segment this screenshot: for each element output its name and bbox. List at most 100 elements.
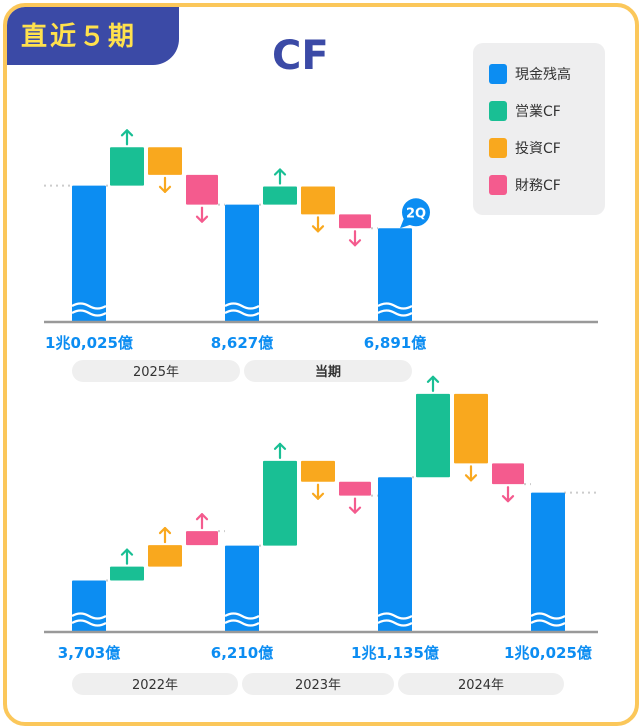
chart-title: CF [272, 33, 329, 79]
bar-break-wave [377, 619, 413, 627]
period-pill [72, 673, 238, 695]
bar-break-wave [377, 612, 413, 620]
bar-break-wave [71, 612, 107, 620]
bar-break-wave [530, 619, 566, 627]
bar-break-wave [71, 302, 107, 310]
legend-item-financing: 財務CF [489, 174, 561, 196]
bar-break-wave [71, 619, 107, 627]
financing-down-arrow [348, 497, 362, 514]
cash-value-label: 6,210億 [211, 644, 273, 662]
legend-item-cash: 現金残高 [489, 63, 571, 85]
investing-up-arrow-head [158, 526, 172, 535]
bar-break-wave [377, 309, 413, 317]
legend-item-investing: 投資CF [489, 137, 561, 159]
period-label: 2025年 [133, 365, 179, 380]
cash-value-label: 1兆0,025億 [45, 334, 133, 352]
legend-label: 営業CF [515, 104, 561, 120]
period-label: 2024年 [458, 678, 504, 693]
investing-down-arrow-head [464, 474, 478, 482]
investing-down-arrow [311, 216, 325, 233]
investing-down-arrow-head [311, 492, 325, 500]
financing-cf-box [339, 214, 371, 229]
legend-swatch-financing [489, 175, 507, 195]
bar-break-wave [377, 302, 413, 310]
operating-cf-box [263, 186, 297, 205]
operating-cf-box [416, 393, 450, 478]
chart-frame: 直近５期 CF 現金残高 営業CF 投資CF 財務CF [3, 3, 639, 726]
financing-cf-box [186, 174, 218, 205]
operating-cf-box [110, 147, 144, 186]
cash-bar [378, 477, 412, 632]
investing-cf-box [301, 460, 335, 482]
financing-down-arrow-head [501, 495, 515, 503]
period-badge-label: 直近５期 [21, 22, 138, 52]
investing-down-arrow [464, 465, 478, 482]
financing-cf-box [492, 463, 524, 485]
period-label: 2022年 [132, 678, 178, 693]
operating-up-arrow [120, 129, 134, 146]
quarter-badge-label: 2Q [406, 206, 426, 221]
cash-value-label: 1兆0,025億 [504, 644, 592, 662]
financing-down-arrow-head [195, 215, 209, 223]
investing-cf-box [301, 186, 335, 215]
bar-break-wave [224, 612, 260, 620]
investing-up-arrow [158, 526, 172, 544]
period-label: 当期 [315, 364, 341, 380]
cash-bar [225, 204, 259, 322]
investing-down-arrow [158, 176, 172, 193]
cash-value-label: 6,891億 [364, 334, 426, 352]
operating-up-arrow-head [273, 168, 287, 176]
financing-down-arrow [348, 230, 362, 247]
bar-break-wave [530, 612, 566, 620]
cash-value-label: 8,627億 [211, 334, 273, 352]
operating-up-arrow-head [273, 442, 287, 450]
financing-up-arrow [195, 513, 209, 530]
bar-break-wave [224, 309, 260, 317]
operating-up-arrow [426, 375, 440, 392]
investing-down-arrow-head [158, 185, 172, 193]
bar-break-wave [224, 619, 260, 627]
cash-bar [225, 545, 259, 632]
operating-up-arrow-head [426, 375, 440, 383]
badge-circle [402, 198, 430, 227]
legend-label: 投資CF [515, 141, 561, 157]
legend-swatch-investing [489, 138, 507, 158]
operating-up-arrow-head [120, 548, 134, 556]
investing-down-arrow-head [311, 225, 325, 233]
period-pill [72, 360, 240, 382]
cash-bar [378, 228, 412, 322]
operating-cf-box [263, 460, 297, 546]
legend-swatch-cash [489, 64, 507, 84]
legend-label: 現金残高 [515, 67, 571, 83]
operating-up-arrow-head [120, 129, 134, 137]
operating-cf-box [110, 566, 144, 581]
financing-cf-box [339, 481, 371, 496]
bar-break-wave [71, 309, 107, 317]
cash-bar [72, 185, 106, 322]
financing-down-arrow-head [348, 239, 362, 247]
investing-down-arrow [311, 483, 325, 500]
period-label: 2023年 [295, 678, 341, 693]
investing-cf-box [148, 147, 182, 175]
period-badge: 直近５期 [7, 7, 179, 65]
financing-down-arrow [195, 206, 209, 223]
bar-break-wave [224, 302, 260, 310]
legend-item-operating: 営業CF [489, 100, 561, 122]
financing-cf-box [186, 531, 218, 546]
badge-tail [400, 218, 412, 229]
legend-swatch-operating [489, 101, 507, 121]
financing-up-arrow-head [195, 513, 209, 521]
period-pill [398, 673, 564, 695]
period-pill [242, 673, 394, 695]
cash-value-label: 1兆1,135億 [351, 644, 439, 662]
financing-down-arrow-head [348, 506, 362, 514]
financing-down-arrow [501, 486, 515, 503]
operating-up-arrow [273, 168, 287, 185]
investing-cf-box [454, 393, 488, 464]
investing-cf-box [148, 545, 182, 567]
cash-bar [531, 492, 565, 632]
operating-up-arrow [273, 442, 287, 459]
operating-up-arrow [120, 548, 134, 565]
period-pill [244, 360, 412, 382]
